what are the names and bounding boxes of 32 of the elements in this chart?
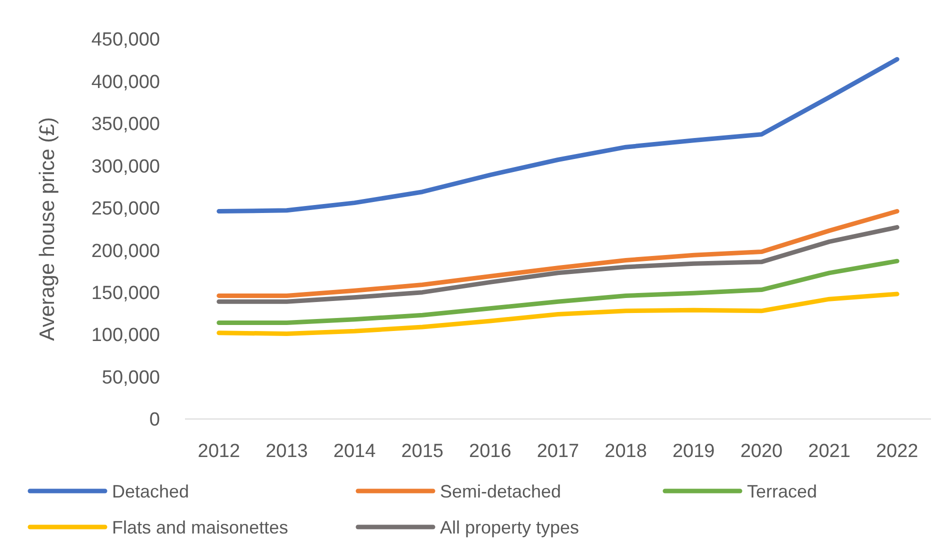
x-tick-label: 2022 [876, 441, 918, 462]
legend-label: Flats and maisonettes [112, 517, 288, 538]
x-tick-label: 2012 [198, 441, 240, 462]
legend-label: All property types [440, 517, 580, 538]
y-tick-label: 350,000 [91, 114, 160, 136]
y-tick-label: 250,000 [91, 198, 160, 220]
y-tick-label: 100,000 [91, 325, 160, 346]
x-tick-label: 2018 [604, 441, 647, 462]
y-tick-label: 150,000 [91, 282, 160, 304]
line-series [216, 209, 900, 298]
y-tick-label: 450,000 [91, 30, 160, 51]
line-series [216, 258, 900, 325]
legend-label: Semi-detached [440, 481, 562, 502]
x-tick-label: 2017 [536, 441, 580, 462]
y-axis-title: Average house price (£) [36, 117, 59, 341]
y-tick-label: 400,000 [91, 72, 160, 93]
line-series [216, 225, 900, 304]
x-tick-label: 2019 [672, 441, 715, 462]
x-tick-label: 2016 [469, 441, 512, 462]
x-tick-label: 2015 [401, 441, 444, 462]
x-tick-label: 2020 [740, 441, 783, 462]
x-tick-label: 2014 [333, 441, 376, 462]
x-tick-label: 2013 [266, 441, 308, 462]
y-tick-label: 300,000 [91, 156, 160, 178]
y-tick-label: 0 [149, 410, 160, 431]
y-tick-label: 50,000 [102, 367, 160, 388]
legend-label: Terraced [747, 481, 818, 502]
x-tick-label: 2021 [808, 441, 850, 462]
line-series [216, 292, 900, 336]
y-tick-label: 200,000 [91, 240, 160, 262]
legend-label: Detached [112, 481, 190, 502]
line-series [216, 57, 900, 214]
